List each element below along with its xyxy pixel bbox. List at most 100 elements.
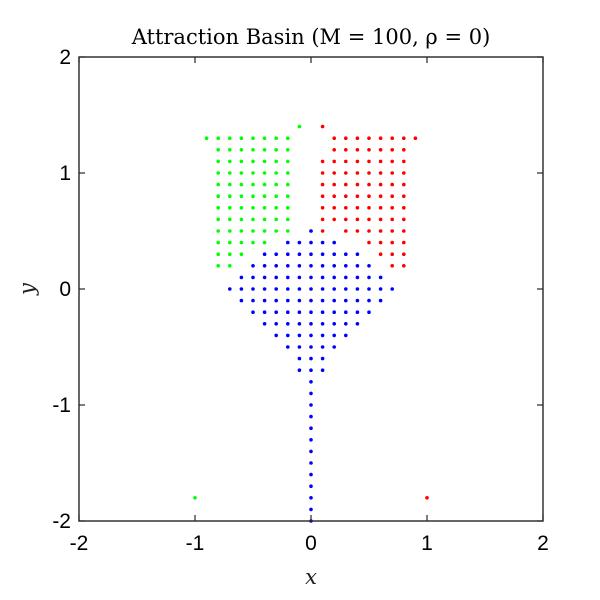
data-point	[344, 229, 348, 233]
data-point	[367, 206, 371, 210]
data-point	[262, 148, 267, 152]
data-point	[332, 217, 337, 222]
data-point	[355, 182, 360, 187]
data-point	[320, 264, 325, 268]
data-point	[378, 182, 383, 187]
data-point	[332, 148, 337, 152]
data-point	[286, 310, 290, 315]
data-point	[309, 368, 313, 373]
data-point	[309, 287, 313, 291]
data-point	[390, 194, 395, 198]
data-point	[251, 159, 255, 164]
data-point	[355, 206, 360, 210]
data-point	[367, 310, 371, 315]
data-point	[378, 136, 383, 140]
data-point	[286, 275, 290, 280]
data-point	[320, 345, 325, 349]
data-point	[251, 182, 255, 187]
y-tick-label: -2	[52, 510, 71, 533]
data-point	[355, 264, 360, 268]
data-point	[309, 356, 313, 361]
data-point	[402, 206, 406, 210]
data-point	[332, 345, 337, 349]
data-point	[274, 252, 279, 256]
data-point	[251, 229, 255, 233]
data-point	[378, 240, 383, 245]
data-point	[286, 182, 290, 187]
data-point	[204, 136, 209, 140]
data-point	[413, 136, 418, 140]
data-point	[309, 414, 313, 419]
data-point	[402, 148, 406, 152]
data-point	[355, 287, 360, 291]
data-point	[262, 182, 267, 187]
data-point	[355, 322, 360, 326]
data-point	[378, 252, 383, 256]
data-point	[216, 182, 220, 187]
data-point	[262, 264, 267, 268]
data-point	[274, 217, 279, 222]
data-point	[378, 287, 383, 291]
data-point	[355, 148, 360, 152]
data-point	[309, 507, 313, 512]
x-axis: -2 -1 0 1 2	[70, 57, 549, 555]
data-point	[216, 240, 220, 245]
data-point	[309, 484, 313, 489]
data-point	[320, 194, 325, 198]
data-point	[262, 206, 267, 210]
data-point	[309, 391, 313, 396]
data-point	[251, 217, 255, 222]
data-point	[320, 229, 325, 233]
data-point	[239, 206, 244, 210]
data-point	[239, 136, 244, 140]
data-point	[286, 171, 290, 175]
data-point	[262, 287, 267, 291]
data-point	[390, 229, 395, 233]
data-point	[274, 206, 279, 210]
data-point	[262, 240, 267, 245]
data-point	[344, 252, 348, 256]
x-axis-label: x	[305, 565, 317, 589]
data-point	[332, 298, 337, 303]
data-point	[355, 252, 360, 256]
data-point	[309, 333, 313, 338]
data-point	[274, 148, 279, 152]
data-point	[286, 206, 290, 210]
data-point	[355, 298, 360, 303]
data-point	[367, 148, 371, 152]
chart-title: Attraction Basin (M = 100, ρ = 0)	[131, 25, 491, 49]
data-point	[367, 240, 371, 245]
data-point	[332, 171, 337, 175]
data-point	[320, 124, 325, 129]
data-point	[251, 275, 255, 280]
data-point	[390, 171, 395, 175]
data-point	[274, 310, 279, 315]
data-point	[216, 148, 220, 152]
data-point	[228, 182, 232, 187]
data-point	[320, 217, 325, 222]
data-point	[402, 182, 406, 187]
data-point	[390, 206, 395, 210]
data-point	[239, 287, 244, 291]
data-point	[390, 287, 395, 291]
data-point	[216, 171, 220, 175]
data-point	[228, 159, 232, 164]
y-tick-label: -1	[52, 394, 71, 417]
data-point	[378, 275, 383, 280]
data-point	[309, 461, 313, 465]
data-point	[309, 449, 313, 454]
data-point	[216, 159, 220, 164]
data-point	[286, 252, 290, 256]
data-point	[297, 275, 302, 280]
data-point	[355, 171, 360, 175]
data-point	[274, 264, 279, 268]
data-point	[239, 171, 244, 175]
data-point	[286, 333, 290, 338]
data-point	[367, 136, 371, 140]
data-point	[332, 136, 337, 140]
x-tick-label: -1	[186, 532, 205, 555]
data-point	[320, 368, 325, 373]
data-point	[216, 264, 220, 268]
data-point	[228, 194, 232, 198]
data-point	[332, 240, 337, 245]
